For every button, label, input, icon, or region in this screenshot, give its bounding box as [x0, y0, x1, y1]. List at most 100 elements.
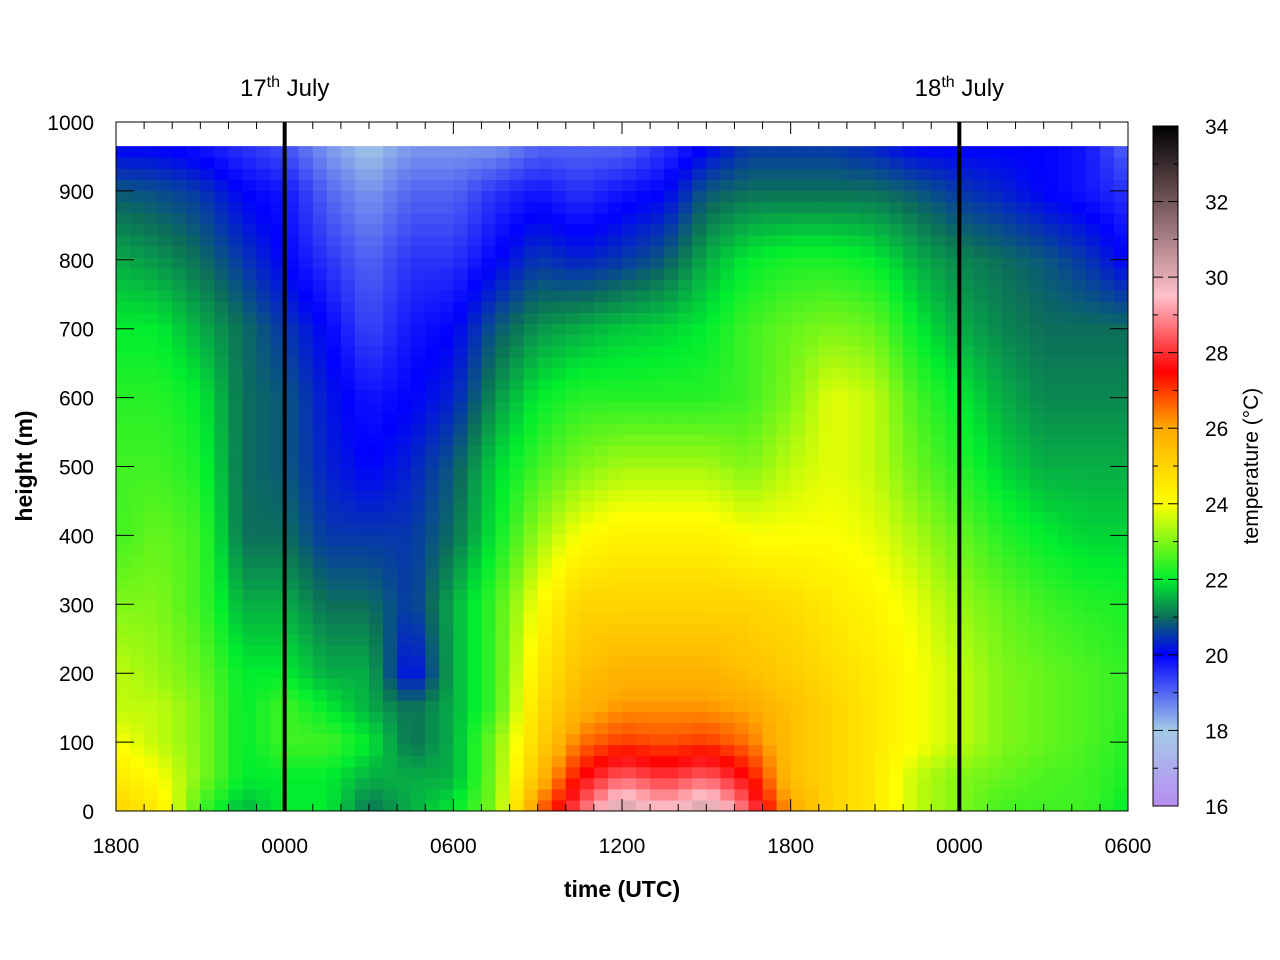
heatmap-cell: [326, 678, 342, 690]
heatmap-cell: [270, 611, 286, 624]
heatmap-cell: [1071, 290, 1087, 302]
heatmap-cell: [186, 456, 201, 469]
heatmap-cell: [551, 766, 567, 779]
heatmap-cell: [607, 589, 623, 602]
heatmap-cell: [340, 700, 356, 712]
heatmap-cell: [1001, 367, 1017, 380]
heatmap-cell: [650, 578, 665, 590]
heatmap-cell: [903, 268, 918, 280]
heatmap-cell: [678, 367, 693, 380]
heatmap-cell: [917, 378, 932, 391]
heatmap-cell: [692, 256, 707, 269]
heatmap-cell: [664, 533, 679, 546]
heatmap-cell: [818, 655, 834, 668]
heatmap-cell: [636, 678, 651, 690]
heatmap-cell: [987, 378, 1003, 391]
heatmap-cell: [593, 168, 609, 180]
heatmap-cell: [889, 334, 904, 347]
heatmap-cell: [903, 511, 918, 524]
heatmap-cell: [987, 755, 1003, 768]
heatmap-cell: [509, 146, 525, 158]
heatmap-cell: [678, 689, 693, 701]
heatmap-cell: [692, 567, 707, 579]
heatmap-cell: [397, 711, 412, 723]
heatmap-cell: [931, 655, 946, 668]
heatmap-cell: [692, 334, 707, 347]
heatmap-cell: [973, 755, 989, 768]
heatmap-cell: [776, 356, 792, 369]
heatmap-cell: [748, 378, 764, 391]
heatmap-cell: [650, 799, 665, 811]
heatmap-cell: [987, 711, 1003, 723]
heatmap-cell: [818, 334, 834, 347]
heatmap-cell: [158, 389, 173, 402]
heatmap-cell: [186, 600, 201, 613]
heatmap-cell: [579, 168, 595, 180]
heatmap-cell: [326, 744, 342, 757]
heatmap-cell: [1001, 788, 1017, 801]
heatmap-cell: [312, 666, 328, 679]
heatmap-cell: [720, 345, 736, 358]
heatmap-cell: [1057, 788, 1073, 801]
heatmap-cell: [987, 578, 1003, 590]
heatmap-cell: [425, 179, 440, 192]
heatmap-cell: [467, 689, 483, 701]
heatmap-cell: [790, 666, 806, 679]
heatmap-cell: [650, 733, 665, 746]
heatmap-cell: [636, 500, 651, 513]
heatmap-cell: [762, 489, 778, 502]
heatmap-cell: [495, 179, 511, 192]
x-tick-labels: 1800 0000 0600 1200 1800 0000 0600: [93, 835, 1152, 858]
heatmap-cell: [256, 301, 272, 313]
heatmap-cell: [903, 367, 918, 380]
heatmap-cell: [875, 744, 890, 757]
heatmap-cell: [565, 689, 581, 701]
heatmap-cell: [860, 179, 876, 192]
heatmap-cell: [439, 611, 454, 624]
heatmap-cell: [1085, 567, 1101, 579]
heatmap-cell: [818, 279, 834, 291]
heatmap-cell: [144, 533, 159, 546]
heatmap-cell: [340, 279, 356, 291]
heatmap-cell: [1057, 755, 1073, 768]
heatmap-cell: [537, 179, 553, 192]
y-tick-label: 800: [59, 250, 94, 273]
heatmap-cell: [903, 179, 918, 192]
heatmap-cell: [790, 301, 806, 313]
heatmap-cell: [959, 578, 974, 590]
heatmap-cell: [875, 212, 890, 225]
heatmap-cell: [270, 290, 286, 302]
heatmap-cell: [903, 400, 918, 413]
y-tick-label: 1000: [47, 112, 94, 135]
x-axis-title: time (UTC): [564, 876, 680, 902]
heatmap-cell: [1043, 744, 1059, 757]
heatmap-cell: [790, 367, 806, 380]
heatmap-cell: [1113, 478, 1128, 491]
heatmap-cell: [270, 755, 286, 768]
heatmap-cell: [748, 445, 764, 457]
heatmap-cell: [790, 389, 806, 402]
heatmap-cell: [312, 600, 328, 613]
heatmap-cell: [270, 522, 286, 535]
heatmap-cell: [551, 755, 567, 768]
heatmap-cell: [959, 256, 974, 269]
heatmap-cell: [917, 545, 932, 557]
heatmap-cell: [1015, 711, 1031, 723]
heatmap-cell: [242, 334, 258, 347]
heatmap-cell: [607, 700, 623, 712]
heatmap-cell: [158, 467, 173, 480]
heatmap-cell: [1015, 700, 1031, 712]
heatmap-cell: [172, 700, 187, 712]
heatmap-cell: [565, 400, 581, 413]
heatmap-cell: [692, 367, 707, 380]
heatmap-cell: [270, 434, 286, 446]
colorbar-title: temperature (°C): [1240, 388, 1263, 545]
heatmap-cell: [397, 678, 412, 690]
heatmap-cell: [1015, 412, 1031, 424]
heatmap-cell: [973, 434, 989, 446]
heatmap-cell: [369, 412, 384, 424]
heatmap-cell: [593, 212, 609, 225]
heatmap-cell: [298, 500, 314, 513]
heatmap-cell: [439, 600, 454, 613]
heatmap-cell: [298, 666, 314, 679]
